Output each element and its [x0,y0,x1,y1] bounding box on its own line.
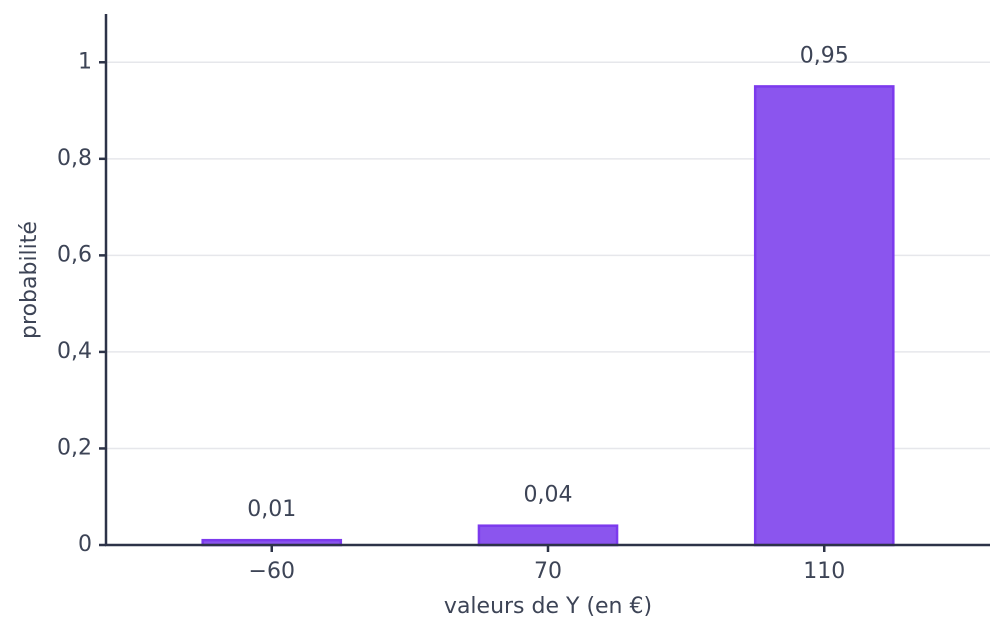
value-label: 0,95 [800,43,849,68]
value-label: 0,04 [524,483,573,508]
y-tick-label: 0,6 [57,242,92,267]
y-tick-label: 0 [78,532,92,557]
y-tick-label: 0,2 [57,435,92,460]
x-axis-label: valeurs de Y (en €) [444,594,652,619]
x-tick-label: 110 [803,559,845,584]
y-axis-label: probabilité [17,221,42,339]
y-tick-label: 0,4 [57,339,92,364]
y-tick-label: 0,8 [57,146,92,171]
x-tick-label: −60 [249,559,295,584]
bar [753,85,895,547]
y-tick-label: 1 [78,49,92,74]
x-tick-label: 70 [534,559,562,584]
bar [477,524,619,547]
value-label: 0,01 [247,497,296,522]
